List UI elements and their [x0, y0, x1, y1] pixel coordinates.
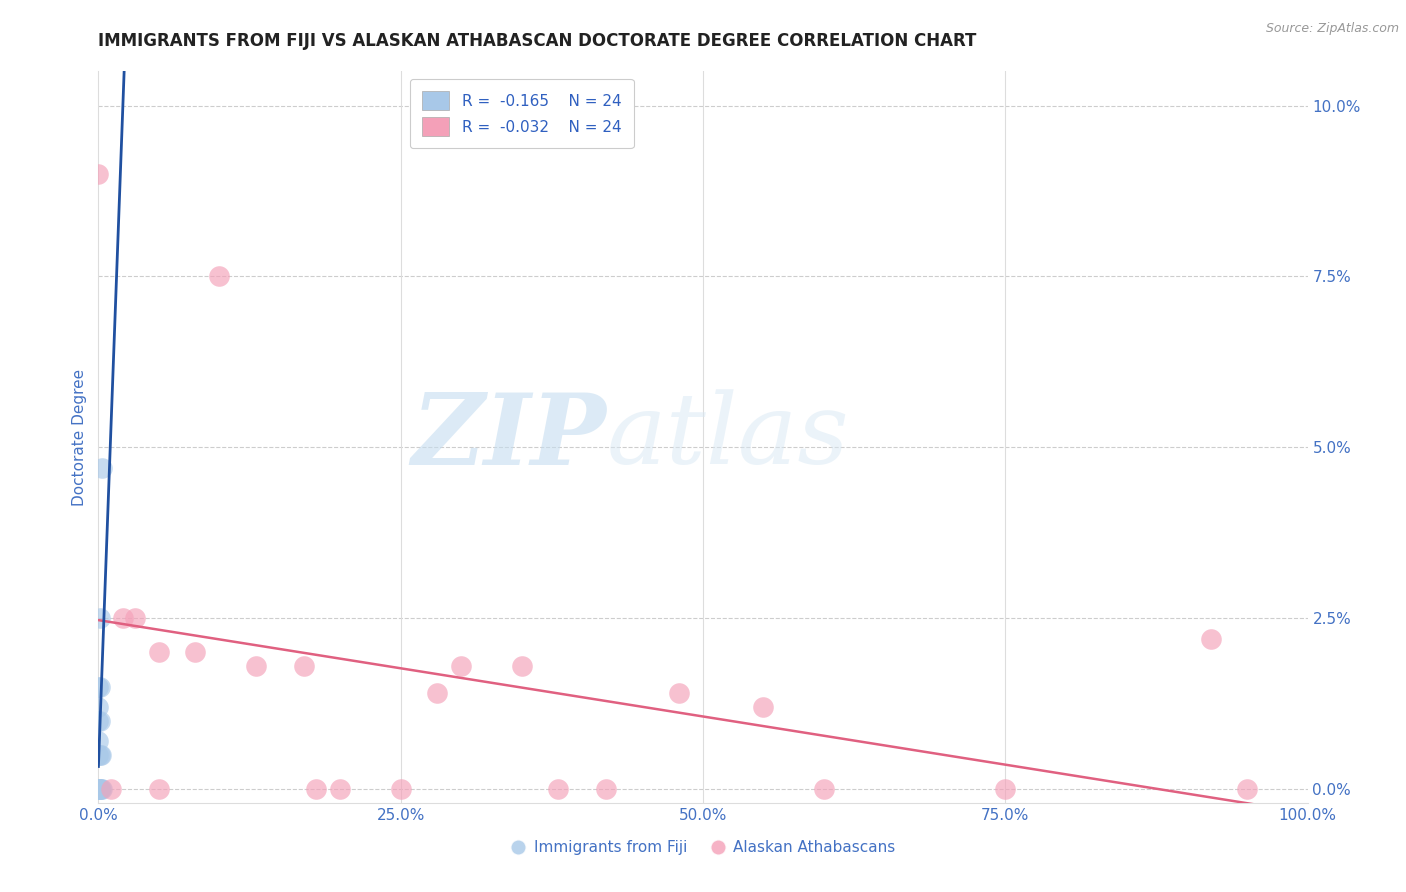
Point	[87, 782, 110, 797]
Point	[595, 782, 617, 797]
Point	[292, 659, 315, 673]
Point	[91, 460, 114, 475]
Point	[87, 782, 110, 797]
Point	[100, 782, 122, 797]
Point	[87, 782, 110, 797]
Point	[87, 782, 110, 797]
Point	[87, 782, 110, 797]
Point	[89, 782, 111, 797]
Point	[184, 645, 207, 659]
Point	[87, 700, 110, 714]
Point	[752, 700, 775, 714]
Text: atlas: atlas	[606, 390, 849, 484]
Point	[91, 782, 114, 797]
Point	[90, 747, 112, 762]
Point	[87, 680, 110, 694]
Point	[547, 782, 569, 797]
Point	[87, 782, 110, 797]
Point	[111, 611, 134, 625]
Text: ZIP: ZIP	[412, 389, 606, 485]
Point	[668, 686, 690, 700]
Point	[90, 782, 112, 797]
Legend: Immigrants from Fiji, Alaskan Athabascans: Immigrants from Fiji, Alaskan Athabascan…	[505, 834, 901, 861]
Point	[124, 611, 146, 625]
Point	[813, 782, 835, 797]
Point	[148, 782, 170, 797]
Y-axis label: Doctorate Degree: Doctorate Degree	[72, 368, 87, 506]
Point	[89, 611, 111, 625]
Text: IMMIGRANTS FROM FIJI VS ALASKAN ATHABASCAN DOCTORATE DEGREE CORRELATION CHART: IMMIGRANTS FROM FIJI VS ALASKAN ATHABASC…	[98, 32, 977, 50]
Point	[450, 659, 472, 673]
Point	[89, 747, 111, 762]
Point	[87, 782, 110, 797]
Point	[148, 645, 170, 659]
Point	[305, 782, 328, 797]
Point	[89, 714, 111, 728]
Point	[87, 782, 110, 797]
Point	[87, 734, 110, 748]
Point	[510, 659, 533, 673]
Point	[1236, 782, 1258, 797]
Point	[1199, 632, 1222, 646]
Point	[87, 747, 110, 762]
Point	[208, 269, 231, 284]
Point	[994, 782, 1017, 797]
Point	[87, 167, 110, 181]
Point	[389, 782, 412, 797]
Point	[89, 782, 111, 797]
Point	[87, 714, 110, 728]
Point	[426, 686, 449, 700]
Point	[245, 659, 267, 673]
Point	[87, 782, 110, 797]
Point	[89, 680, 111, 694]
Text: Source: ZipAtlas.com: Source: ZipAtlas.com	[1265, 22, 1399, 36]
Point	[329, 782, 352, 797]
